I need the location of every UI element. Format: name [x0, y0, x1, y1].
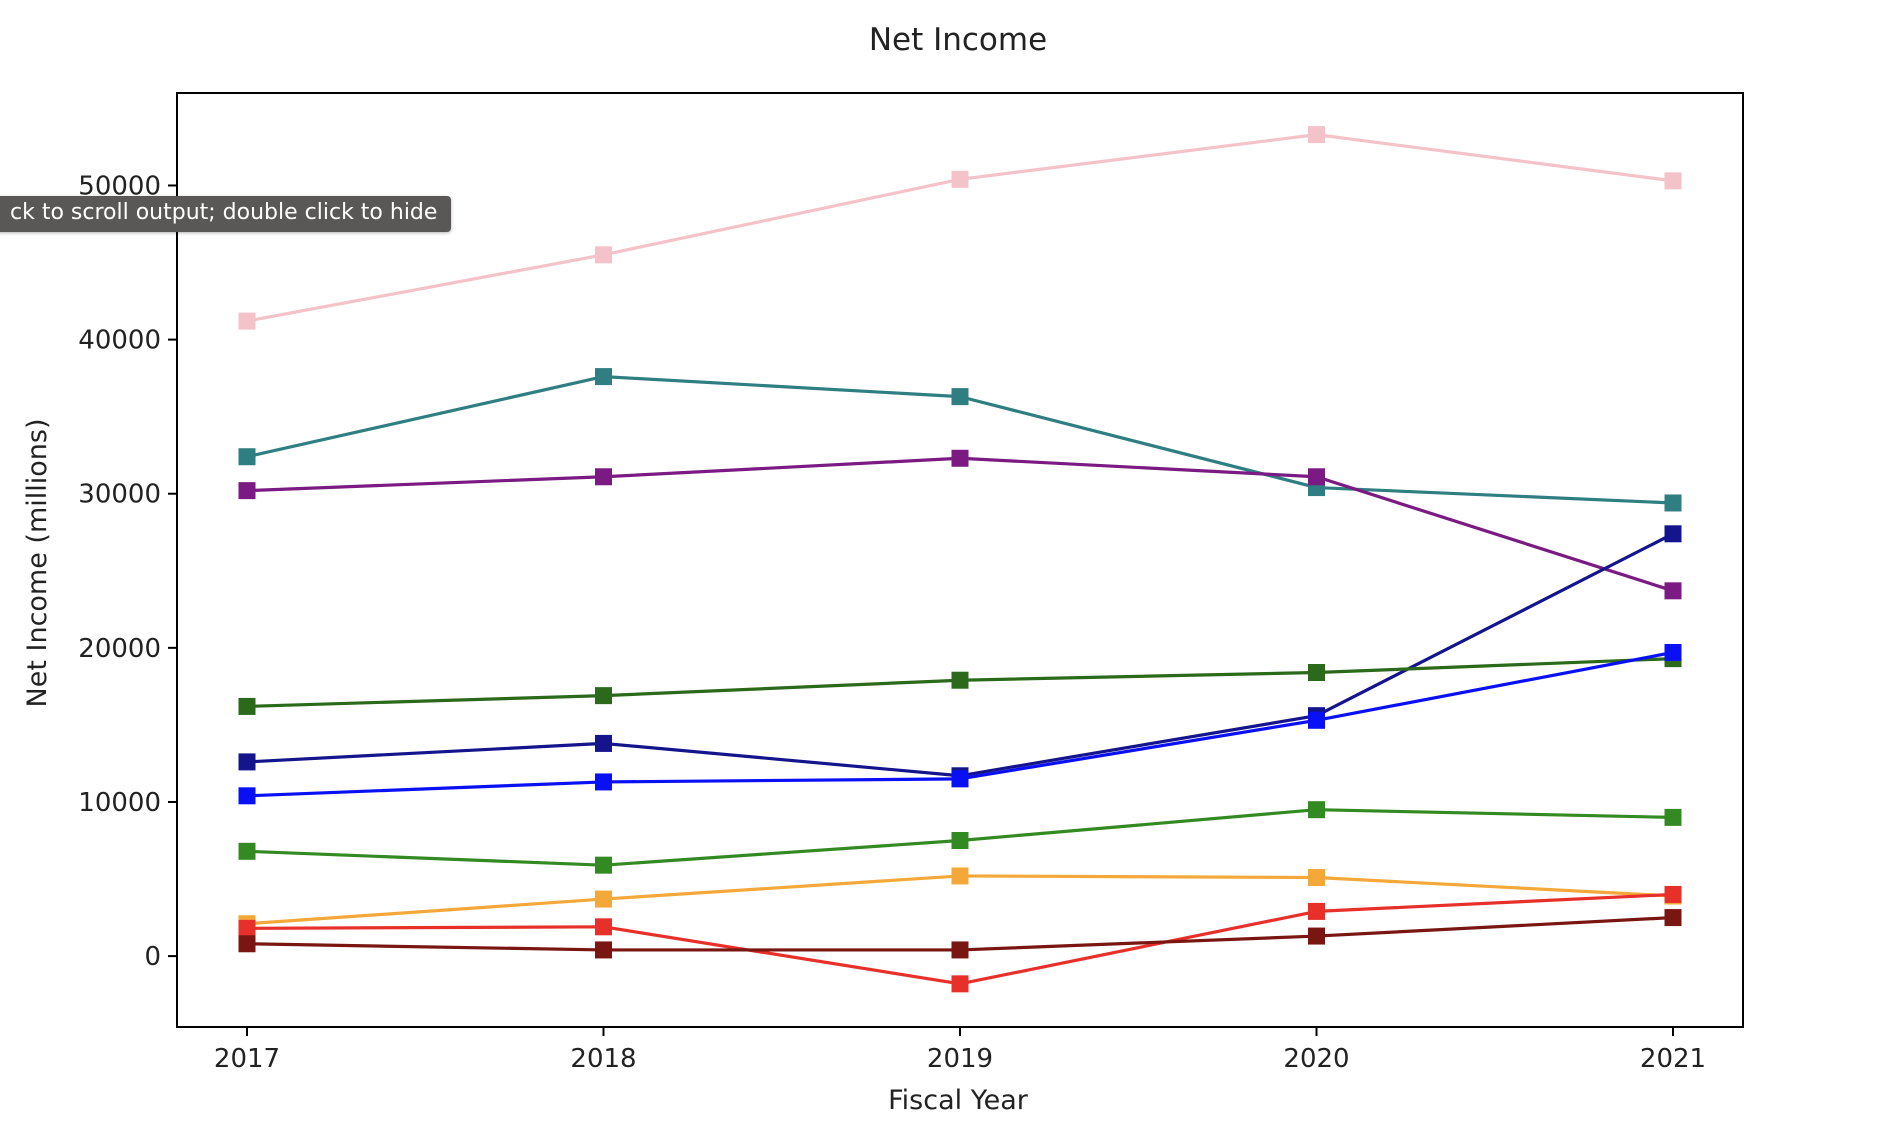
series-green-point	[1664, 808, 1682, 826]
series-teal-point	[238, 448, 256, 466]
series-navy	[238, 525, 1682, 785]
series-purple-line	[246, 456, 1674, 593]
series-darkgreen-point	[1308, 664, 1325, 682]
series-orange-point	[1308, 868, 1325, 886]
x-tick-label: 2017	[214, 1044, 280, 1074]
series-navy-line	[246, 532, 1674, 778]
series-red-point	[595, 918, 612, 936]
series-pink-point	[951, 170, 969, 188]
y-tick-label: 10000	[78, 788, 161, 818]
series-blue-point	[238, 787, 256, 805]
series-blue	[238, 643, 1682, 805]
series-darkgreen-point	[951, 671, 969, 689]
series-darkred-point	[238, 935, 256, 953]
chart-title: Net Income	[869, 22, 1047, 58]
series-blue-point	[595, 773, 612, 791]
series-pink-point	[595, 246, 612, 264]
series-pink-point	[238, 312, 256, 330]
series-teal-point	[951, 388, 969, 406]
series-red-point	[238, 919, 256, 937]
series-blue-point	[1664, 643, 1682, 661]
x-axis: 2017 2018 2019 2020 2021	[214, 1027, 1706, 1074]
series-purple-point	[595, 468, 612, 486]
series-pink-point	[1308, 126, 1325, 144]
y-tick-label: 40000	[78, 326, 161, 356]
series-purple-point	[1308, 468, 1325, 486]
series-darkred-point	[1308, 927, 1325, 945]
y-tick-label: 30000	[78, 480, 161, 510]
series-red-point	[1308, 902, 1325, 920]
series-purple-point	[238, 482, 256, 500]
series-green-point	[951, 832, 969, 850]
series-orange-point	[951, 867, 969, 885]
series-darkgreen-point	[595, 687, 612, 705]
series-blue-point	[951, 770, 969, 788]
y-tick-label: 0	[144, 942, 161, 972]
series-darkred-point	[951, 941, 969, 959]
series-darkred-point	[1664, 909, 1682, 927]
series-green-point	[595, 856, 612, 874]
series-blue-point	[1308, 711, 1325, 729]
series-darkgreen	[238, 650, 1682, 715]
series-darkgreen-point	[238, 697, 256, 715]
series-teal	[238, 368, 1682, 512]
output-scroll-tooltip[interactable]: ck to scroll output; double click to hid…	[0, 196, 452, 232]
series-green	[238, 801, 1682, 874]
series-purple-point	[1664, 582, 1682, 600]
x-axis-label: Fiscal Year	[888, 1085, 1029, 1116]
series-teal-point	[1664, 494, 1682, 512]
series-red-point	[951, 975, 969, 993]
series-red-point	[1664, 885, 1682, 903]
series-pink-point	[1664, 172, 1682, 190]
series-green-point	[238, 842, 256, 860]
x-tick-label: 2020	[1283, 1044, 1349, 1074]
series-orange-point	[595, 890, 612, 908]
x-tick-label: 2019	[927, 1044, 993, 1074]
series-darkred	[238, 909, 1682, 959]
series-navy-point	[595, 734, 612, 752]
y-tick-label: 20000	[78, 634, 161, 664]
series-darkred-point	[595, 941, 612, 959]
series-pink-line	[246, 133, 1674, 323]
series-teal-point	[595, 368, 612, 386]
series-navy-point	[238, 753, 256, 771]
series-purple	[238, 449, 1682, 600]
series-green-point	[1308, 801, 1325, 819]
series-pink	[238, 126, 1682, 330]
series-orange	[238, 867, 1682, 933]
series-purple-point	[951, 449, 969, 467]
x-tick-label: 2021	[1640, 1044, 1706, 1074]
y-axis-label: Net Income (millions)	[22, 419, 53, 708]
series-red	[238, 885, 1682, 993]
x-tick-label: 2018	[570, 1044, 636, 1074]
series-navy-point	[1664, 525, 1682, 543]
series-layer	[238, 126, 1682, 993]
